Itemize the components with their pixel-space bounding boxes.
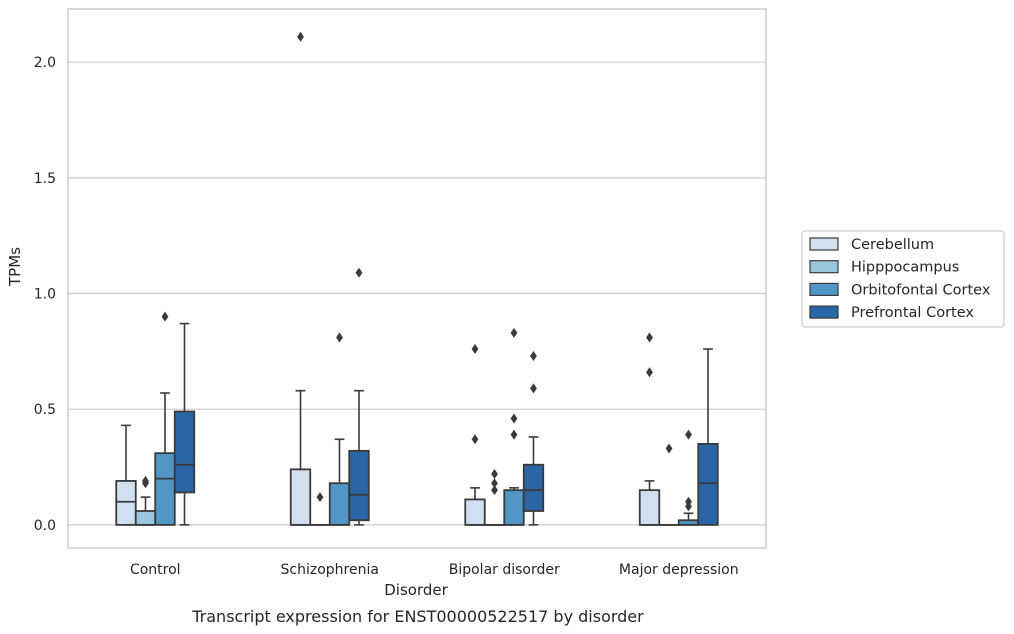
y-tick-label: 1.5 [34, 171, 56, 187]
outlier-point [355, 267, 363, 278]
box-iqr [522, 463, 545, 512]
box-hipppocampus [483, 468, 506, 526]
y-axis-label: TPMs [6, 247, 24, 287]
y-tick-label: 1.0 [34, 287, 56, 303]
y-tick-label: 2.0 [34, 55, 56, 71]
y-tick-label: 0.0 [34, 518, 56, 534]
x-tick-label: Schizophrenia [281, 562, 379, 578]
outlier-point [142, 475, 149, 486]
outlier-point [471, 434, 479, 445]
box-prefrontal-cortex [173, 322, 196, 526]
outlier-point [510, 327, 518, 338]
outlier-point [685, 429, 692, 440]
box-iqr [115, 480, 137, 526]
box-cerebellum [464, 344, 486, 526]
box-hipppocampus [134, 475, 157, 526]
outlier-point [471, 344, 479, 355]
box-cerebellum [115, 424, 137, 526]
box-prefrontal-cortex [348, 267, 370, 526]
box-orbitofontal-cortex [154, 311, 176, 526]
legend-swatch [809, 260, 839, 274]
outlier-point [316, 492, 324, 503]
outlier-point [646, 367, 653, 378]
box-hipppocampus [309, 492, 331, 526]
outlier-point [491, 468, 498, 479]
box-iqr [154, 452, 176, 526]
legend-frame [801, 230, 1005, 328]
outlier-point [530, 350, 537, 361]
box-orbitofontal-cortex [677, 429, 700, 526]
outlier-point [161, 311, 169, 322]
box-iqr [348, 449, 370, 522]
box-iqr [134, 510, 157, 526]
x-axis-label: Disorder [384, 581, 448, 599]
box-orbitofontal-cortex [503, 327, 525, 526]
box-iqr [173, 410, 196, 494]
box-orbitofontal-cortex [328, 332, 351, 526]
box-iqr [289, 468, 312, 526]
x-tick-label: Control [130, 562, 181, 578]
legend-item: Prefrontal Cortex [809, 305, 974, 321]
legend-label: Orbitofontal Cortex [851, 282, 991, 298]
box-iqr [697, 443, 719, 526]
legend-swatch [809, 305, 839, 319]
legend-item: Hipppocampus [809, 260, 959, 276]
legend-label: Prefrontal Cortex [851, 305, 974, 321]
legend-swatch [809, 282, 839, 296]
legend-item: Cerebellum [809, 237, 934, 253]
box-prefrontal-cortex [697, 348, 719, 526]
outlier-point [491, 478, 498, 489]
chart-caption: Transcript expression for ENST0000052251… [191, 607, 644, 626]
legend-swatch [809, 237, 839, 251]
outlier-point [685, 496, 692, 507]
outlier-point [530, 383, 537, 394]
y-tick-label: 0.5 [34, 402, 56, 418]
box-cerebellum [638, 332, 661, 526]
legend-label: Hipppocampus [851, 260, 959, 276]
outlier-point [646, 332, 653, 343]
outlier-point [665, 443, 673, 454]
box-hipppocampus [658, 443, 680, 526]
box-iqr [638, 489, 661, 526]
box-iqr [328, 482, 351, 526]
box-iqr [464, 498, 486, 526]
outlier-point [491, 485, 498, 496]
box-prefrontal-cortex [522, 350, 545, 526]
x-tick-label: Bipolar disorder [449, 562, 560, 578]
legend-label: Cerebellum [851, 237, 934, 253]
x-tick-label: Major depression [619, 562, 739, 578]
outlier-point [297, 31, 304, 42]
plot-frame [67, 8, 767, 549]
outlier-point [510, 413, 518, 424]
legend: Cerebellum Hipppocampus Orbitofontal Corte… [801, 230, 1005, 328]
legend-item: Orbitofontal Cortex [809, 282, 991, 298]
outlier-point [510, 429, 518, 440]
box-cerebellum [289, 31, 312, 526]
box-iqr [503, 489, 525, 526]
outlier-point [336, 332, 343, 343]
